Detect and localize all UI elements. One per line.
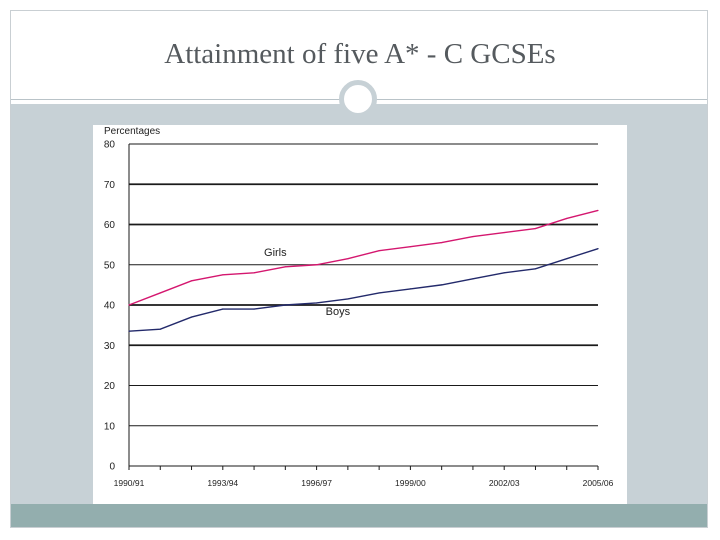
- data-point: [472, 278, 474, 280]
- data-point: [409, 246, 411, 248]
- slide-title: Attainment of five A* - C GCSEs: [164, 38, 556, 70]
- y-tick-label: 40: [104, 301, 116, 312]
- divider-ring-icon: [339, 80, 377, 118]
- x-tick-label: 2005/06: [583, 478, 614, 488]
- data-point: [222, 274, 224, 276]
- x-tick-label: 1999/00: [395, 478, 426, 488]
- data-point: [128, 304, 130, 306]
- y-tick-label: 0: [109, 462, 115, 473]
- y-tick-label: 30: [104, 341, 116, 352]
- data-point: [316, 302, 318, 304]
- data-point: [441, 284, 443, 286]
- y-tick-label: 10: [104, 421, 116, 432]
- data-point: [347, 258, 349, 260]
- x-tick-label: 1990/91: [114, 478, 145, 488]
- data-point: [534, 227, 537, 230]
- data-point: [159, 292, 161, 294]
- y-tick-label: 60: [104, 220, 116, 231]
- data-point: [128, 330, 130, 332]
- data-point: [190, 280, 193, 282]
- data-point: [378, 250, 380, 252]
- series-label-girls: Girls: [264, 247, 287, 259]
- data-point: [503, 272, 505, 274]
- data-point: [347, 298, 349, 300]
- footer-bar: [11, 504, 707, 527]
- data-point: [190, 316, 193, 318]
- y-tick-label: 50: [104, 260, 116, 271]
- data-point: [253, 308, 255, 310]
- data-point: [409, 288, 411, 290]
- data-point: [253, 272, 255, 274]
- data-point: [566, 217, 568, 220]
- data-point: [472, 235, 474, 238]
- data-point: [284, 304, 286, 306]
- x-tick-label: 1996/97: [301, 478, 332, 488]
- data-point: [503, 231, 505, 234]
- series-label-boys: Boys: [326, 306, 351, 318]
- data-point: [378, 292, 380, 294]
- data-point: [316, 264, 318, 266]
- x-tick-label: 1993/94: [207, 478, 238, 488]
- y-tick-label: 20: [104, 381, 116, 392]
- y-axis-label: Percentages: [104, 126, 160, 137]
- data-point: [597, 248, 599, 250]
- series-line-girls: [128, 209, 599, 306]
- y-tick-label: 80: [104, 140, 116, 151]
- line-chart: Percentages 0 10 20 30 40 50 60 70 80 1990/91 1993/…: [104, 126, 614, 488]
- data-point: [159, 328, 161, 330]
- y-tick-label: 70: [104, 180, 116, 191]
- data-point: [441, 242, 443, 244]
- data-point: [597, 209, 599, 212]
- x-tick-label: 2002/03: [489, 478, 520, 488]
- data-point: [566, 258, 568, 260]
- chart-panel: Percentages 0 10 20 30 40 50 60 70 80 1990/91 1993/…: [93, 125, 627, 504]
- data-point: [534, 268, 537, 270]
- data-point: [222, 308, 224, 310]
- data-point: [284, 266, 286, 268]
- series-line-boys: [128, 247, 599, 332]
